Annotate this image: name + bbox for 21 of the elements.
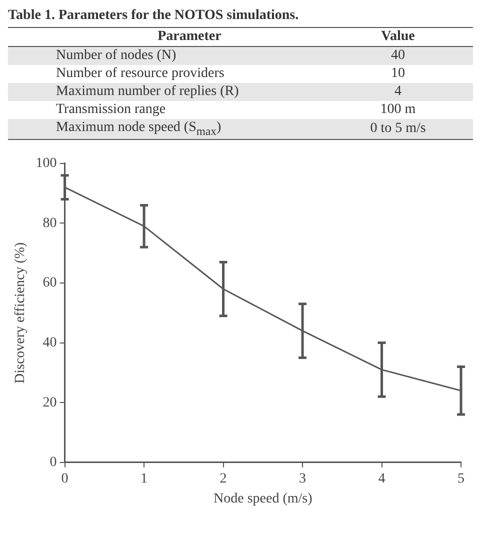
x-tick-label: 4	[378, 471, 386, 486]
text: 10	[390, 65, 406, 83]
x-tick-label: 3	[299, 471, 306, 486]
y-tick-label: 0	[50, 454, 57, 470]
y-tick-label: 60	[42, 275, 57, 290]
text: Number of resource providers	[55, 65, 226, 83]
y-tick-label: 100	[36, 156, 57, 171]
y-tick-label: 80	[42, 216, 57, 231]
x-tick-label: 5	[458, 471, 464, 486]
text: Value	[380, 28, 416, 46]
y-axis-title: Discovery efficiency (%)	[13, 242, 28, 384]
caption: Table 1. Parameters for the NOTOS simulations.	[8, 8, 300, 24]
x-tick-label: 0	[61, 471, 68, 486]
text: 100 m	[379, 101, 417, 119]
x-tick-label: 2	[220, 471, 227, 486]
x-tick-label: 1	[140, 471, 148, 486]
y-tick-label: 20	[42, 395, 57, 410]
y-tick-label: 40	[42, 335, 57, 350]
text: Parameter	[156, 28, 222, 46]
text: Transmission range	[55, 101, 167, 119]
x-axis-title: Node speed (m/s)	[214, 491, 313, 506]
